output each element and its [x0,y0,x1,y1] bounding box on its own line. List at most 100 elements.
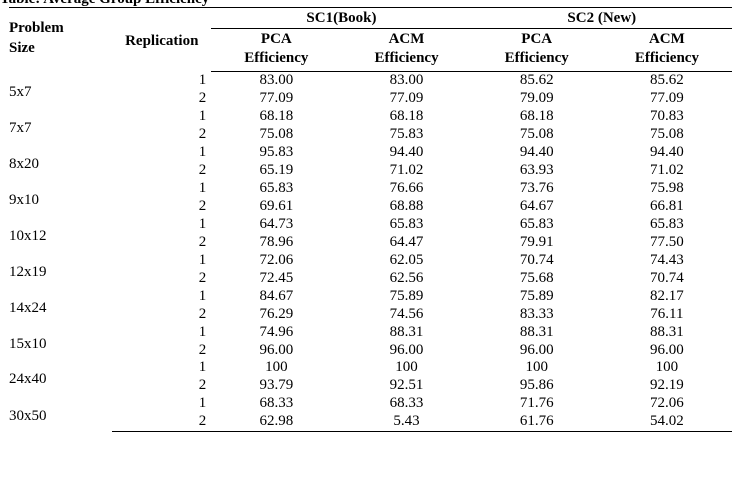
sc1-acm-cell: 65.83 [389,215,424,232]
header-sc1-pca: PCA [260,31,292,47]
header-sc2-acm-sub: Efficiency [601,49,732,72]
header-sc1: SC1(Book) [211,7,472,29]
sc1-acm-cell: 62.56 [389,269,424,286]
sc2-acm-cell: 77.09 [650,90,684,107]
header-sc1-acm: ACM [388,31,425,47]
header-sc2-pca: PCA [521,31,553,47]
problem-size-cell: 8x20 [9,156,39,173]
sc2-pca-cell: 79.91 [519,233,554,250]
sc2-acm-cell: 92.19 [650,377,684,394]
replication-cell: 2 [198,377,207,394]
header-sc1-pca-sub: Efficiency [211,49,342,72]
sc1-acm-cell: 71.02 [389,162,424,179]
table-row: 12x19 1 72.06 62.05 70.74 74.43 [9,251,732,280]
sc2-acm-cell: 77.50 [650,233,684,250]
problem-size-cell: 5x7 [9,84,32,101]
sc1-acm-cell: 92.51 [389,377,424,394]
replication-cell: 2 [112,412,212,432]
problem-size-cell: 14x24 [9,299,47,316]
sc1-pca-cell: 72.45 [259,269,294,286]
sc2-pca-cell: 85.62 [519,72,554,89]
sc1-pca-cell: 74.96 [259,323,294,340]
sc2-pca-cell: 68.18 [519,108,554,125]
sc1-pca-cell: 68.18 [259,108,294,125]
table-row: 5x7 1 83.00 83.00 85.62 85.62 [9,72,732,100]
sc2-acm-cell: 65.83 [650,215,684,232]
sc2-acm-cell: 76.11 [650,305,684,322]
table-row: 2 93.79 92.51 95.86 92.19 [9,377,732,395]
sc2-acm-cell: 75.08 [650,126,684,143]
sc2-pca-cell: 63.93 [519,162,554,179]
sc1-acm-cell: 75.83 [389,126,424,143]
problem-size-cell: 10x12 [9,227,47,244]
sc1-acm-cell: 100 [395,359,418,376]
sc2-acm-cell: 70.74 [650,269,684,286]
table-caption: Table: Average Group Efficiency [0,0,209,8]
problem-size-cell: 12x19 [9,263,47,280]
sc2-acm-cell: 85.62 [650,72,684,89]
table-row: 2 96.00 96.00 96.00 96.00 [9,341,732,359]
sc2-acm-cell: 94.40 [650,144,684,161]
sc1-acm-cell: 96.00 [389,341,424,358]
sc1-pca-cell: 96.00 [259,341,294,358]
sc2-pca-cell: 61.76 [471,412,602,432]
sc2-pca-cell: 88.31 [519,323,554,340]
sc2-pca-cell: 64.67 [519,198,554,215]
replication-cell: 1 [198,287,207,304]
table-row: 8x20 1 95.83 94.40 94.40 94.40 [9,144,732,172]
header-sc2: SC2 (New) [471,7,732,29]
sc2-acm-cell: 75.98 [650,180,684,197]
sc2-acm-cell: 54.02 [601,412,732,432]
header-sc2-pca-sub: Efficiency [471,49,602,72]
sc2-acm-cell: 100 [655,359,679,376]
table-row: 30x50 1 68.33 68.33 71.76 72.06 [9,395,732,423]
header-problem-size: Problem Size [9,7,113,72]
replication-cell: 1 [198,359,207,376]
table-row: 9x10 1 65.83 76.66 73.76 75.98 [9,180,732,208]
sc2-acm-cell: 71.02 [650,162,684,179]
sc1-pca-cell: 62.98 [211,412,342,432]
sc1-pca-cell: 83.00 [259,72,294,89]
sc1-acm-cell: 62.05 [389,251,424,268]
replication-cell: 2 [198,341,207,358]
table-body: 5x7 1 83.00 83.00 85.62 85.62 2 77.09 77.09 79.09… [9,72,732,432]
header-problem-size-line2: Size [9,40,35,56]
problem-size-cell: 7x7 [9,120,32,137]
sc1-pca-cell: 64.73 [259,215,294,232]
sc1-acm-cell: 68.18 [389,108,424,125]
table-row: 24x40 1 100 100 100 100 [9,359,732,387]
replication-cell: 2 [198,305,207,322]
sc1-pca-cell: 69.61 [259,198,294,215]
sc2-pca-cell: 73.76 [519,180,554,197]
sc2-pca-cell: 94.40 [519,144,554,161]
replication-cell: 1 [198,323,207,340]
sc1-acm-cell: 68.88 [389,198,424,215]
sc2-pca-cell: 70.74 [519,251,554,268]
header-sc2-acm: ACM [648,31,685,47]
sc2-pca-cell: 83.33 [519,305,554,322]
table-row: 2 78.96 64.47 79.91 77.50 [9,233,732,251]
sc1-pca-cell: 93.79 [259,377,294,394]
sc1-acm-cell: 77.09 [389,90,424,107]
sc1-acm-cell: 76.66 [389,180,424,197]
replication-cell: 1 [198,180,207,197]
header-sc1-acm-sub: Efficiency [341,49,472,72]
sc2-pca-cell: 100 [525,359,548,376]
sc1-pca-cell: 72.06 [259,251,294,268]
sc1-acm-cell: 88.31 [389,323,424,340]
sc2-pca-cell: 75.89 [519,287,554,304]
replication-cell: 2 [198,269,207,286]
table-row: 2 76.29 74.56 83.33 76.11 [9,305,732,323]
sc1-pca-cell: 100 [265,359,288,376]
sc1-acm-cell: 94.40 [389,144,424,161]
sc2-pca-cell: 65.83 [519,215,554,232]
sc1-pca-cell: 77.09 [259,90,294,107]
table-row: 2 65.19 71.02 63.93 71.02 [9,162,732,180]
sc2-acm-cell: 88.31 [650,323,684,340]
efficiency-table: Problem Size Replication SC1(Book) SC2 (… [9,7,732,432]
sc2-pca-cell: 71.76 [519,395,554,412]
replication-cell: 2 [198,198,207,215]
sc2-acm-cell: 74.43 [650,251,684,268]
sc2-acm-cell: 70.83 [650,108,684,125]
table-row: 7x7 1 68.18 68.18 68.18 70.83 [9,108,732,136]
